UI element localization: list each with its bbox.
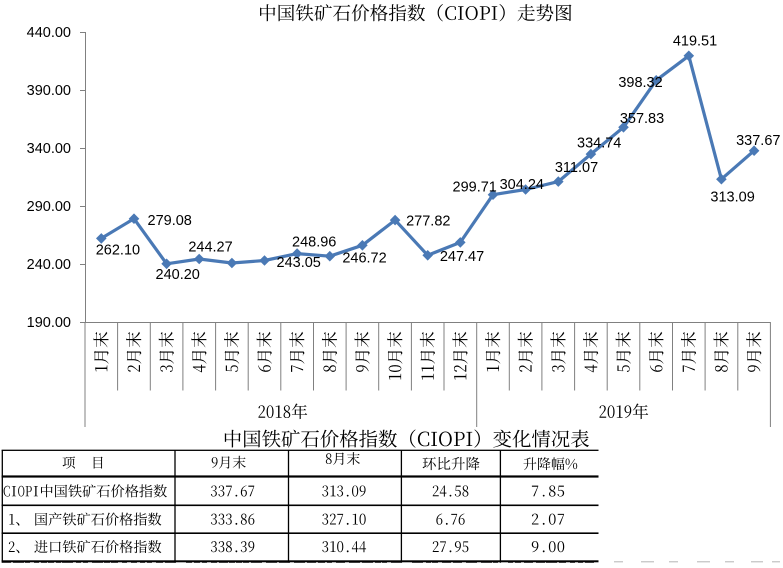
svg-text:334.74: 334.74 xyxy=(577,135,621,151)
svg-text:390.00: 390.00 xyxy=(27,83,71,99)
svg-text:419.51: 419.51 xyxy=(673,33,717,49)
svg-text:243.05: 243.05 xyxy=(277,255,321,271)
svg-text:240.00: 240.00 xyxy=(27,257,71,273)
svg-text:240.20: 240.20 xyxy=(156,267,200,283)
svg-text:190.00: 190.00 xyxy=(27,315,71,331)
svg-text:244.27: 244.27 xyxy=(188,239,232,255)
svg-text:440.00: 440.00 xyxy=(27,25,71,41)
svg-text:262.10: 262.10 xyxy=(96,243,140,259)
svg-text:277.82: 277.82 xyxy=(406,213,450,229)
svg-text:299.71: 299.71 xyxy=(453,180,497,196)
svg-text:247.47: 247.47 xyxy=(440,249,484,265)
svg-text:357.83: 357.83 xyxy=(620,111,664,127)
svg-text:290.00: 290.00 xyxy=(27,199,71,215)
svg-text:304.24: 304.24 xyxy=(500,177,544,193)
svg-text:337.67: 337.67 xyxy=(736,133,780,149)
svg-text:248.96: 248.96 xyxy=(292,235,336,251)
svg-text:340.00: 340.00 xyxy=(27,141,71,157)
svg-text:311.07: 311.07 xyxy=(555,160,598,176)
svg-text:313.09: 313.09 xyxy=(710,190,754,206)
svg-text:246.72: 246.72 xyxy=(342,250,386,266)
svg-text:279.08: 279.08 xyxy=(148,213,192,229)
svg-text:398.32: 398.32 xyxy=(618,75,662,91)
